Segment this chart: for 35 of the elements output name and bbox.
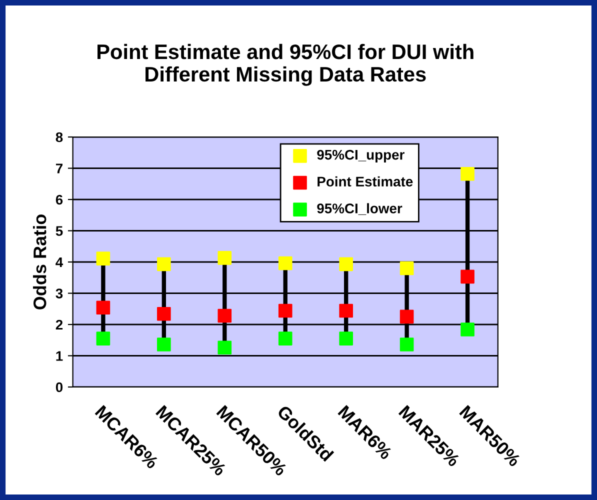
point <box>460 270 474 284</box>
point <box>460 166 474 181</box>
y-tick-label: 4 <box>56 257 64 268</box>
point <box>278 304 292 318</box>
point <box>96 332 110 346</box>
point <box>400 310 414 324</box>
point <box>218 251 232 265</box>
point <box>96 252 110 266</box>
y-tick-label: 8 <box>56 132 63 142</box>
point <box>157 306 171 321</box>
point <box>278 256 292 270</box>
y-tick-label: 0 <box>56 382 63 392</box>
point <box>218 340 232 355</box>
legend-label: Point Estimate <box>318 176 413 187</box>
y-tick-label: 1 <box>56 351 63 361</box>
legend-label: 95%CI_lower <box>317 203 402 215</box>
y-tick-label: 6 <box>56 194 63 205</box>
y-axis-title: Odds Ratio <box>33 214 46 310</box>
legend-label: 95%CI_upper <box>317 150 404 162</box>
point <box>339 257 353 272</box>
point <box>278 332 292 346</box>
point <box>157 338 171 352</box>
y-tick-label: 5 <box>56 226 63 236</box>
point <box>96 300 110 315</box>
chart-title: Point Estimate and 95%CI for DUI with Different Missing Data Rates <box>98 44 474 86</box>
point <box>218 308 232 323</box>
y-tick-label: 2 <box>56 320 63 330</box>
y-tick-label: 7 <box>56 164 62 174</box>
y-tick-label: 3 <box>56 288 63 298</box>
point <box>400 261 414 276</box>
point <box>339 304 353 318</box>
point <box>339 332 353 346</box>
point <box>157 257 171 272</box>
point <box>400 338 414 352</box>
point <box>460 322 474 336</box>
